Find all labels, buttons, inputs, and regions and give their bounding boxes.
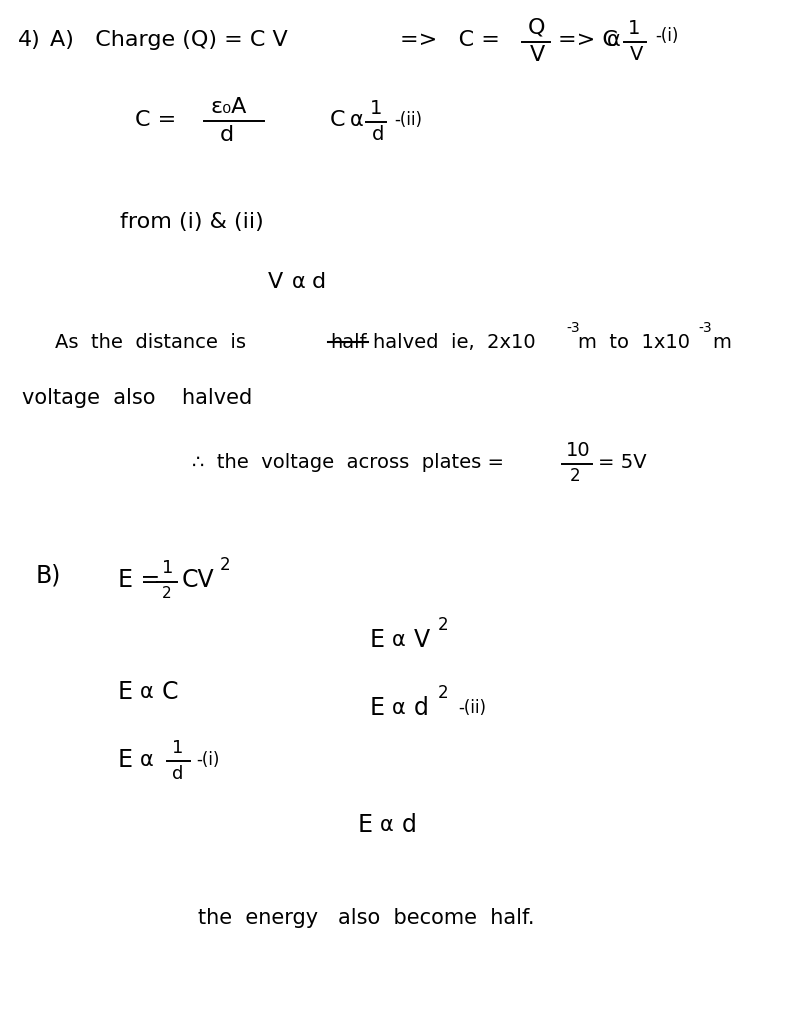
- Text: halved  ie,  2x10: halved ie, 2x10: [373, 333, 536, 351]
- Text: 2: 2: [162, 587, 172, 601]
- Text: V: V: [530, 45, 545, 65]
- Text: V: V: [268, 272, 283, 292]
- Text: 10: 10: [566, 440, 590, 460]
- Text: 2: 2: [220, 556, 231, 574]
- Text: d: d: [402, 813, 417, 837]
- Text: E: E: [118, 748, 133, 772]
- Text: α: α: [292, 272, 306, 292]
- Text: -(ii): -(ii): [394, 111, 422, 129]
- Text: E: E: [370, 628, 385, 652]
- Text: E: E: [370, 696, 385, 720]
- Text: 4): 4): [18, 30, 41, 50]
- Text: => C: => C: [558, 30, 618, 50]
- Text: from (i) & (ii): from (i) & (ii): [120, 212, 264, 232]
- Text: ∴  the  voltage  across  plates =: ∴ the voltage across plates =: [192, 453, 504, 471]
- Text: d: d: [220, 125, 234, 145]
- Text: 2: 2: [438, 684, 449, 702]
- Text: α: α: [392, 698, 406, 718]
- Text: C: C: [330, 110, 345, 130]
- Text: 2: 2: [570, 467, 581, 485]
- Text: 1: 1: [162, 559, 173, 577]
- Text: V: V: [414, 628, 430, 652]
- Text: -3: -3: [566, 321, 579, 335]
- Text: d: d: [172, 765, 183, 783]
- Text: d: d: [372, 126, 384, 144]
- Text: m: m: [712, 333, 731, 351]
- Text: E =: E =: [118, 568, 161, 592]
- Text: α: α: [392, 630, 406, 650]
- Text: α: α: [140, 750, 153, 770]
- Text: A)   Charge (Q) = C V: A) Charge (Q) = C V: [50, 30, 288, 50]
- Text: -(i): -(i): [655, 27, 678, 45]
- Text: As  the  distance  is: As the distance is: [55, 333, 246, 351]
- Text: C =: C =: [135, 110, 176, 130]
- Text: E: E: [358, 813, 373, 837]
- Text: d: d: [414, 696, 429, 720]
- Text: -(i): -(i): [196, 751, 220, 769]
- Text: C: C: [162, 680, 179, 705]
- Text: m  to  1x10: m to 1x10: [578, 333, 690, 351]
- Text: = 5V: = 5V: [598, 453, 647, 471]
- Text: half: half: [330, 333, 367, 351]
- Text: E: E: [118, 680, 133, 705]
- Text: α: α: [380, 815, 394, 835]
- Text: CV: CV: [182, 568, 215, 592]
- Text: ε₀A: ε₀A: [210, 97, 246, 117]
- Text: -3: -3: [698, 321, 711, 335]
- Text: α: α: [140, 682, 153, 702]
- Text: -(ii): -(ii): [458, 699, 486, 717]
- Text: d: d: [312, 272, 326, 292]
- Text: V: V: [630, 45, 644, 65]
- Text: α: α: [607, 30, 621, 50]
- Text: B): B): [36, 563, 61, 587]
- Text: 2: 2: [438, 616, 449, 634]
- Text: 1: 1: [172, 739, 183, 757]
- Text: α: α: [350, 110, 364, 130]
- Text: 1: 1: [370, 98, 382, 118]
- Text: voltage  also    halved: voltage also halved: [22, 388, 253, 408]
- Text: the  energy   also  become  half.: the energy also become half.: [198, 908, 534, 928]
- Text: 1: 1: [628, 18, 641, 38]
- Text: Q: Q: [528, 18, 545, 38]
- Text: =>   C =: => C =: [400, 30, 500, 50]
